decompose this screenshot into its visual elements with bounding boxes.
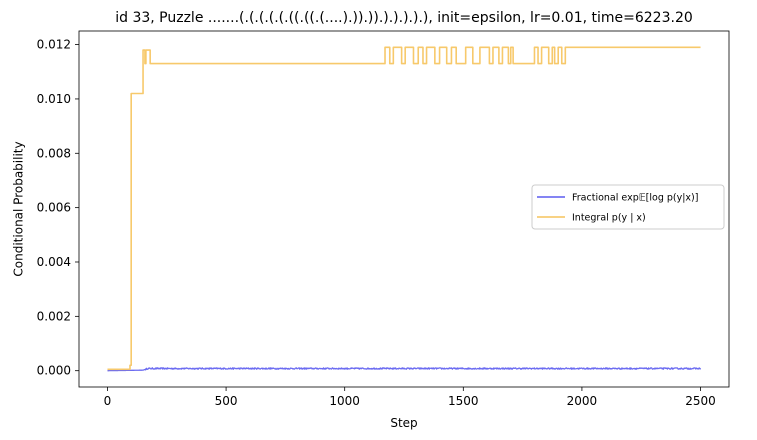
x-tick-label: 0	[104, 394, 112, 408]
x-axis: 0 500 1000 1500 2000 2500	[104, 387, 716, 408]
y-axis-label: Conditional Probability	[12, 141, 26, 276]
series-line-0	[107, 367, 702, 372]
y-tick-label: 0.010	[37, 92, 71, 106]
x-tick-label: 2500	[685, 394, 716, 408]
x-tick-label: 500	[215, 394, 238, 408]
legend-label: Integral p(y | x)	[572, 213, 646, 224]
series-line-1	[107, 46, 701, 371]
plot-area	[107, 46, 702, 372]
y-tick-label: 0.000	[37, 364, 71, 378]
x-tick-label: 1500	[448, 394, 479, 408]
y-tick-label: 0.006	[37, 201, 71, 215]
y-tick-label: 0.012	[37, 38, 71, 52]
x-tick-label: 2000	[567, 394, 598, 408]
axes-frame	[78, 30, 730, 388]
y-tick-label: 0.008	[37, 146, 71, 160]
x-axis-label: Step	[390, 416, 417, 430]
x-tick-label: 1000	[329, 394, 360, 408]
y-tick-label: 0.004	[37, 255, 71, 269]
y-axis: 0.000 0.002 0.004 0.006 0.008 0.010 0.012	[37, 38, 79, 378]
legend-label: Fractional exp𝔼[log p(y|x)]	[572, 193, 698, 204]
legend-box	[531, 184, 725, 230]
chart-title: id 33, Puzzle .......(.(.(.(.(.((.((.(..…	[115, 10, 693, 26]
y-tick-label: 0.002	[37, 309, 71, 323]
legend: Fractional exp𝔼[log p(y|x)] Integral p(y …	[531, 184, 725, 230]
